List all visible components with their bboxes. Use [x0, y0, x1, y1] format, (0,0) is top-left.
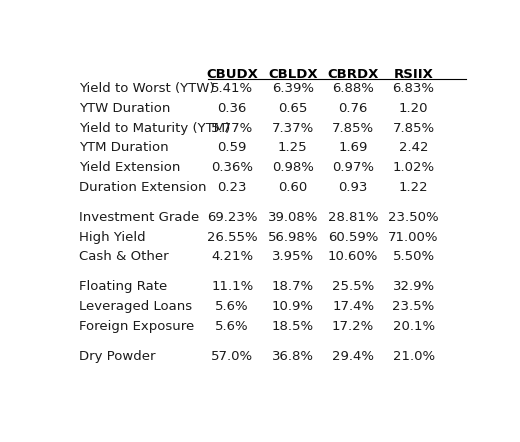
Text: 20.1%: 20.1%	[393, 320, 435, 333]
Text: 0.65: 0.65	[278, 102, 307, 115]
Text: 5.77%: 5.77%	[211, 122, 253, 135]
Text: 3.95%: 3.95%	[271, 251, 314, 263]
Text: Dry Powder: Dry Powder	[79, 350, 155, 363]
Text: Investment Grade: Investment Grade	[79, 211, 199, 224]
Text: 0.93: 0.93	[339, 181, 368, 194]
Text: 23.50%: 23.50%	[388, 211, 439, 224]
Text: 0.59: 0.59	[217, 141, 247, 155]
Text: 0.36%: 0.36%	[211, 161, 253, 174]
Text: CBLDX: CBLDX	[268, 69, 318, 81]
Text: 7.37%: 7.37%	[271, 122, 314, 135]
Text: 18.7%: 18.7%	[271, 280, 314, 293]
Text: YTM Duration: YTM Duration	[79, 141, 168, 155]
Text: Leveraged Loans: Leveraged Loans	[79, 300, 192, 313]
Text: 1.20: 1.20	[399, 102, 428, 115]
Text: Yield to Worst (YTW): Yield to Worst (YTW)	[79, 82, 215, 95]
Text: CBUDX: CBUDX	[206, 69, 258, 81]
Text: Foreign Exposure: Foreign Exposure	[79, 320, 194, 333]
Text: Duration Extension: Duration Extension	[79, 181, 206, 194]
Text: 60.59%: 60.59%	[328, 231, 379, 244]
Text: 36.8%: 36.8%	[271, 350, 314, 363]
Text: 6.88%: 6.88%	[332, 82, 374, 95]
Text: 32.9%: 32.9%	[393, 280, 435, 293]
Text: 0.60: 0.60	[278, 181, 307, 194]
Text: High Yield: High Yield	[79, 231, 146, 244]
Text: 0.23: 0.23	[217, 181, 247, 194]
Text: 57.0%: 57.0%	[211, 350, 253, 363]
Text: 0.98%: 0.98%	[272, 161, 314, 174]
Text: Yield Extension: Yield Extension	[79, 161, 180, 174]
Text: 0.97%: 0.97%	[332, 161, 374, 174]
Text: 71.00%: 71.00%	[388, 231, 439, 244]
Text: 5.41%: 5.41%	[211, 82, 253, 95]
Text: 5.6%: 5.6%	[215, 320, 249, 333]
Text: 7.85%: 7.85%	[393, 122, 435, 135]
Text: 1.22: 1.22	[399, 181, 428, 194]
Text: 5.50%: 5.50%	[393, 251, 435, 263]
Text: 2.42: 2.42	[399, 141, 428, 155]
Text: 11.1%: 11.1%	[211, 280, 253, 293]
Text: 0.76: 0.76	[339, 102, 368, 115]
Text: 56.98%: 56.98%	[267, 231, 318, 244]
Text: 10.9%: 10.9%	[271, 300, 314, 313]
Text: RSIIX: RSIIX	[394, 69, 434, 81]
Text: 69.23%: 69.23%	[207, 211, 257, 224]
Text: 18.5%: 18.5%	[271, 320, 314, 333]
Text: 25.5%: 25.5%	[332, 280, 374, 293]
Text: 6.83%: 6.83%	[393, 82, 435, 95]
Text: 10.60%: 10.60%	[328, 251, 379, 263]
Text: 1.25: 1.25	[278, 141, 307, 155]
Text: 5.6%: 5.6%	[215, 300, 249, 313]
Text: 1.69: 1.69	[339, 141, 368, 155]
Text: YTW Duration: YTW Duration	[79, 102, 171, 115]
Text: 39.08%: 39.08%	[267, 211, 318, 224]
Text: 0.36: 0.36	[217, 102, 247, 115]
Text: 6.39%: 6.39%	[271, 82, 314, 95]
Text: 1.02%: 1.02%	[393, 161, 435, 174]
Text: Yield to Maturity (YTM): Yield to Maturity (YTM)	[79, 122, 230, 135]
Text: 26.55%: 26.55%	[207, 231, 257, 244]
Text: 17.4%: 17.4%	[332, 300, 374, 313]
Text: 23.5%: 23.5%	[393, 300, 435, 313]
Text: 7.85%: 7.85%	[332, 122, 374, 135]
Text: Cash & Other: Cash & Other	[79, 251, 168, 263]
Text: 29.4%: 29.4%	[332, 350, 374, 363]
Text: 17.2%: 17.2%	[332, 320, 374, 333]
Text: 28.81%: 28.81%	[328, 211, 379, 224]
Text: 21.0%: 21.0%	[393, 350, 435, 363]
Text: 4.21%: 4.21%	[211, 251, 253, 263]
Text: Floating Rate: Floating Rate	[79, 280, 167, 293]
Text: CBRDX: CBRDX	[328, 69, 379, 81]
